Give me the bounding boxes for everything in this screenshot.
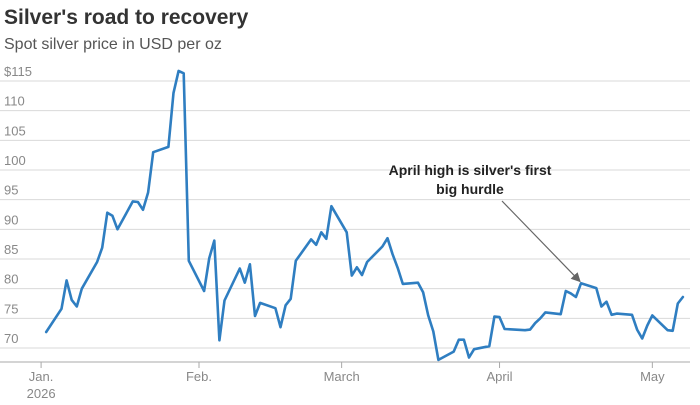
chart-subtitle: Spot silver price in USD per oz (4, 36, 222, 53)
x-tick-label: Jan. (29, 369, 54, 384)
y-tick-label: 75 (4, 301, 18, 316)
y-tick-label: 110 (4, 94, 25, 109)
x-tick-label: May (640, 369, 665, 384)
y-tick-label: 85 (4, 242, 18, 257)
annotation-text: April high is silver's first (389, 162, 552, 178)
y-tick-label: 70 (4, 331, 18, 346)
annotation-arrow (501, 200, 581, 283)
y-tick-label: 105 (4, 123, 26, 138)
y-tick-label: 100 (4, 153, 26, 168)
x-tick-year-label: 2026 (27, 386, 56, 401)
annotation-text: big hurdle (436, 181, 504, 197)
annotation-group: April high is silver's first big hurdle (389, 162, 581, 283)
y-tick-label: 80 (4, 272, 18, 287)
y-axis-labels: 70 75 80 85 90 95 100 105 110 $115 (4, 64, 32, 346)
y-tick-label: 90 (4, 212, 18, 227)
series-group (44, 69, 685, 362)
x-tick-label: Feb. (186, 369, 212, 384)
grid-lines (0, 80, 690, 349)
x-tick-label: March (324, 369, 360, 384)
chart-title: Silver's road to recovery (4, 6, 249, 29)
y-tick-label: 95 (4, 183, 18, 198)
y-tick-label: $115 (4, 64, 32, 79)
series-line-0 (44, 69, 685, 362)
x-axis: Jan. 2026 Feb. March April May (0, 361, 690, 401)
x-tick-label: April (487, 369, 513, 384)
